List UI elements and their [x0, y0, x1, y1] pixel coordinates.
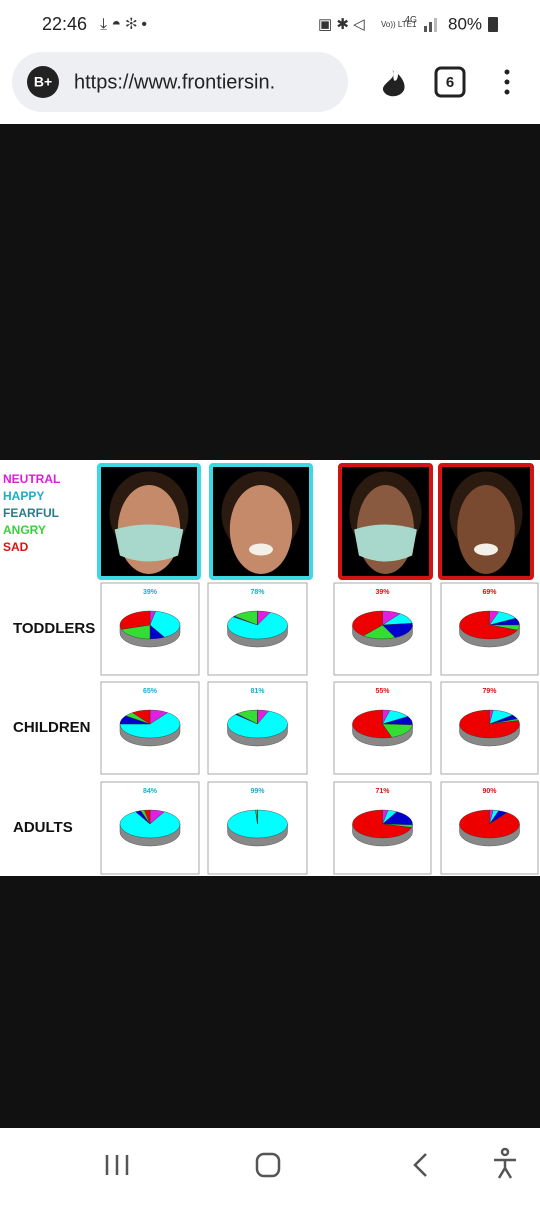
- pie-slice: [119, 811, 181, 839]
- signal: [424, 26, 427, 32]
- pie-percent: 39%: [375, 589, 390, 596]
- recents-button[interactable]: [105, 1155, 129, 1175]
- url[interactable]: https://www.frontiersin.: [74, 71, 275, 93]
- row-label: CHILDREN: [13, 719, 91, 736]
- volte: Vo)) LTE1: [381, 20, 417, 29]
- status-icons: ▣ ✱ ◁: [318, 16, 365, 33]
- face: [457, 485, 515, 574]
- pie-slice: [352, 709, 393, 739]
- status-bar: [0, 0, 540, 50]
- fire-button[interactable]: [382, 70, 405, 97]
- pie-percent: 79%: [482, 688, 497, 695]
- clock: 22:46: [42, 14, 87, 34]
- pie-slice: [131, 709, 151, 725]
- tab-count: 6: [446, 74, 454, 91]
- pie-slice: [227, 710, 288, 739]
- pie-slice: [459, 709, 520, 739]
- pie-slice: [459, 610, 518, 640]
- pie-percent: 90%: [482, 788, 497, 795]
- pie-slice: [352, 610, 383, 637]
- row-label: TODDLERS: [13, 620, 95, 637]
- pie-slice: [119, 712, 181, 739]
- site-icon: [27, 66, 59, 98]
- pie-slice: [144, 809, 151, 825]
- pie-slice: [149, 611, 181, 638]
- image-background: [0, 876, 540, 1128]
- pie-slice: [459, 809, 520, 839]
- nav-bar: [0, 1128, 540, 1200]
- url-bar[interactable]: [12, 52, 348, 112]
- pie-slice: [121, 624, 151, 640]
- pie-slice: [119, 610, 151, 630]
- network: 4G: [405, 14, 417, 24]
- pie-percent: 69%: [482, 589, 497, 596]
- figure-content: NEUTRAL HAPPY FEARFUL ANGRY SAD TODDLERS 39% 78…: [3, 472, 539, 875]
- battery-level: 80%: [448, 14, 482, 33]
- battery-icon: [488, 17, 498, 32]
- mouth: [249, 543, 273, 556]
- legend-label: FEARFUL: [3, 506, 59, 520]
- mouth: [474, 543, 498, 556]
- pie-slice: [352, 809, 412, 839]
- tabs-button[interactable]: [434, 66, 466, 98]
- pie-percent: 84%: [143, 788, 158, 795]
- pie-percent: 71%: [375, 788, 390, 795]
- image-background: [0, 124, 540, 460]
- row-label: ADULTS: [13, 819, 73, 836]
- pie-percent: 55%: [375, 688, 390, 695]
- legend-label: NEUTRAL: [3, 472, 60, 486]
- home-button[interactable]: [255, 1152, 281, 1178]
- pie-frame: [440, 681, 539, 775]
- pie-percent: 39%: [143, 589, 158, 596]
- faces: [97, 463, 534, 580]
- face: [229, 485, 293, 574]
- site-icon-text: B+: [34, 74, 52, 90]
- pie-percent: 65%: [143, 688, 158, 695]
- menu-button[interactable]: [504, 69, 510, 75]
- pie-slice: [227, 612, 288, 640]
- menu-button[interactable]: [504, 89, 510, 95]
- back-button[interactable]: [413, 1153, 427, 1177]
- menu-button[interactable]: [504, 79, 510, 85]
- accessibility-button[interactable]: [494, 1147, 516, 1179]
- mask: [114, 524, 184, 562]
- pie-percent: 81%: [250, 688, 265, 695]
- pie-slice: [382, 623, 413, 638]
- legend-label: SAD: [3, 540, 29, 554]
- mask: [354, 524, 417, 562]
- status-icons: ⤓ ◓ ✻ •: [100, 16, 147, 33]
- pie-percent: 78%: [250, 589, 265, 596]
- legend-label: ANGRY: [3, 523, 46, 537]
- signal: [434, 18, 437, 32]
- legend-label: HAPPY: [3, 489, 44, 503]
- pie-percent: 99%: [250, 788, 265, 795]
- signal: [429, 22, 432, 32]
